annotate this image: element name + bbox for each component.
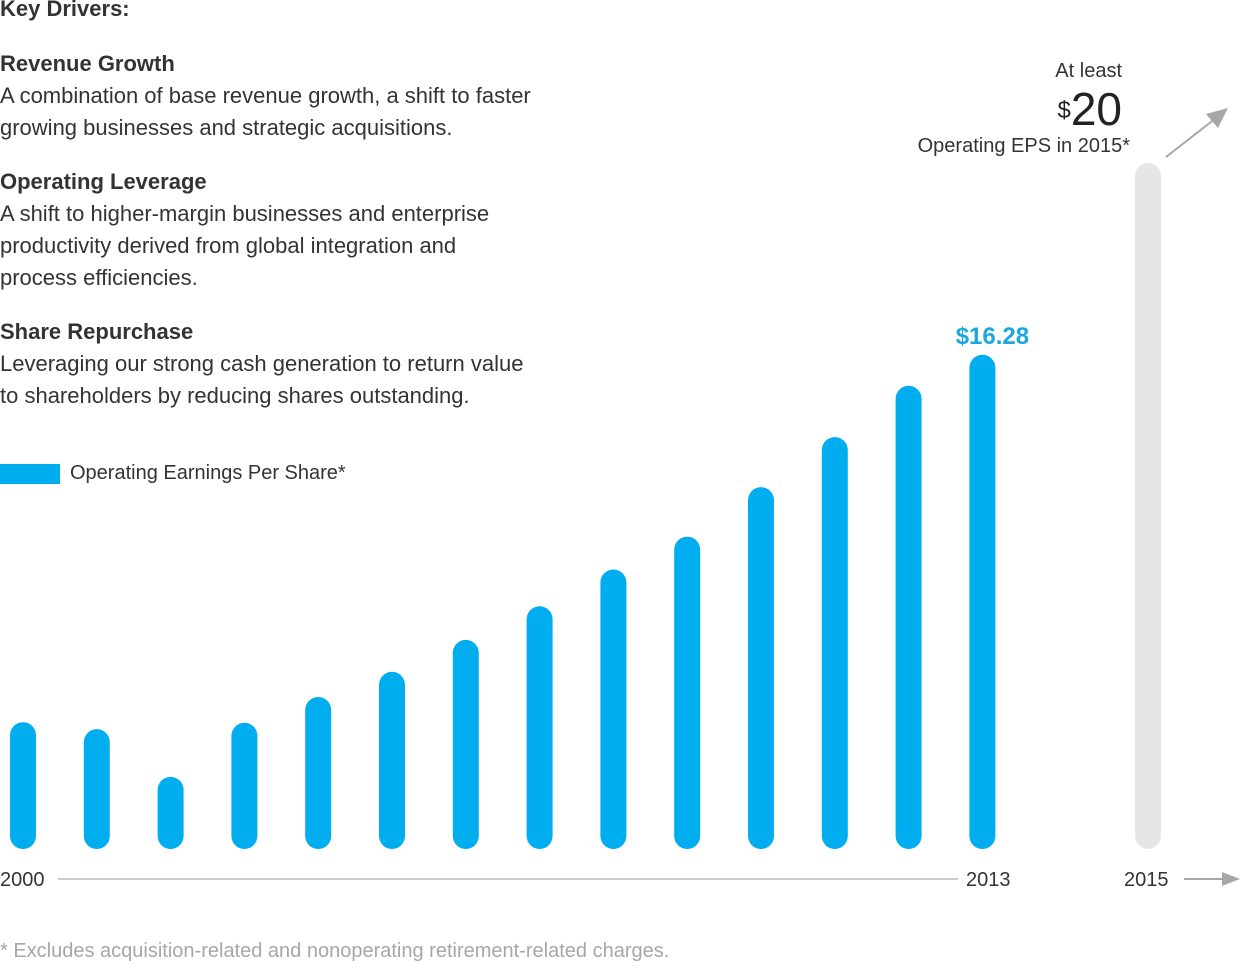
legend-label: Operating Earnings Per Share*: [70, 462, 346, 484]
timeline-arrow-icon: [1184, 872, 1240, 886]
driver-share-repurchase: Share Repurchase Leveraging our strong c…: [0, 316, 600, 412]
driver-text-line: growing businesses and strategic acquisi…: [0, 115, 453, 140]
driver-text-line: A shift to higher-margin businesses and …: [0, 201, 490, 226]
driver-operating-leverage: Operating Leverage A shift to higher-mar…: [0, 166, 600, 294]
footnote: * Excludes acquisition-related and nonop…: [0, 940, 670, 962]
tick-label-target: 2015: [1124, 869, 1169, 891]
driver-text-line: process efficiencies.: [0, 265, 198, 290]
driver-text-line: productivity derived from global integra…: [0, 233, 457, 258]
driver-revenue-growth: Revenue Growth A combination of base rev…: [0, 48, 600, 144]
driver-text-line: to shareholders by reducing shares outst…: [0, 383, 470, 408]
timeline-arrow-head: [1222, 872, 1240, 886]
growth-arrow-line: [1165, 117, 1217, 158]
callout-amount: $20: [918, 83, 1122, 135]
driver-title: Operating Leverage: [0, 169, 207, 194]
driver-title: Share Repurchase: [0, 319, 194, 344]
callout-currency: $: [1057, 97, 1071, 124]
callout-prefix: At least: [1055, 60, 1122, 82]
growth-arrow-head: [1206, 108, 1228, 128]
target-callout: At least $20 Operating EPS in 2015*: [918, 60, 1130, 158]
callout-amount-value: 20: [1070, 83, 1122, 135]
bar-series: [10, 354, 996, 849]
tick-label-first: 2000: [0, 869, 45, 891]
legend-swatch: [0, 463, 60, 484]
callout-suffix: Operating EPS in 2015*: [917, 135, 1130, 157]
driver-title: Revenue Growth: [0, 51, 175, 76]
driver-text-line: A combination of base revenue growth, a …: [0, 83, 531, 108]
tick-label-last: 2013: [966, 869, 1011, 891]
key-drivers-heading: Key Drivers:: [0, 0, 130, 21]
growth-arrow-icon: [1165, 108, 1228, 158]
value-label-2013: $16.28: [956, 323, 1029, 350]
chart-legend: Operating Earnings Per Share*: [0, 462, 346, 485]
driver-text-line: Leveraging our strong cash generation to…: [0, 351, 524, 376]
